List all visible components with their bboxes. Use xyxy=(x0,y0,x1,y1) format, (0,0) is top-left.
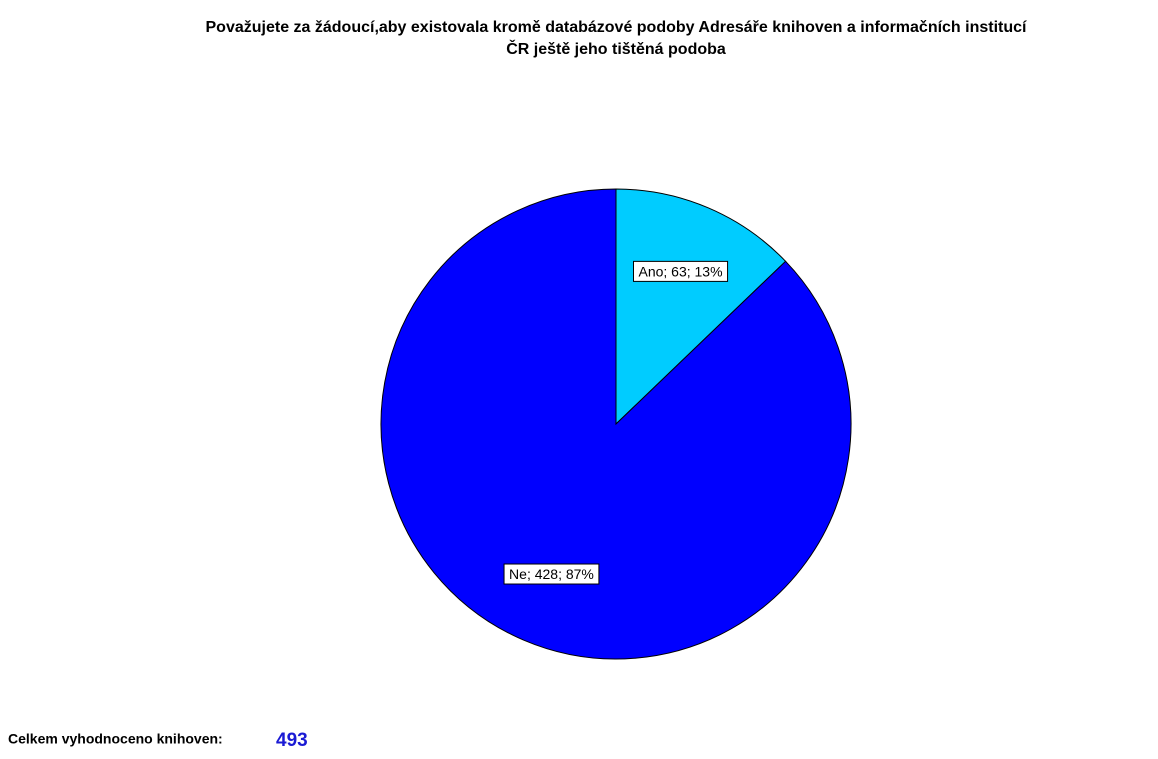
chart-title: ČR ještě jeho tištěná podoba xyxy=(506,39,726,58)
pie: Ano; 63; 13% Ne; 428; 87% xyxy=(380,188,852,660)
data-label: Ano; 63; 13% xyxy=(638,263,722,279)
data-label-box xyxy=(503,563,600,585)
data-label: Ne; 428; 87% xyxy=(509,566,594,582)
pie-slice xyxy=(615,188,787,426)
data-label-box xyxy=(632,260,729,282)
footer-value: 493 xyxy=(276,730,308,751)
pie-slice xyxy=(380,188,852,660)
footer-label: Celkem vyhodnoceno knihoven: xyxy=(8,731,223,747)
chart-title: Považujete za žádoucí,aby existovala kro… xyxy=(206,19,1028,36)
